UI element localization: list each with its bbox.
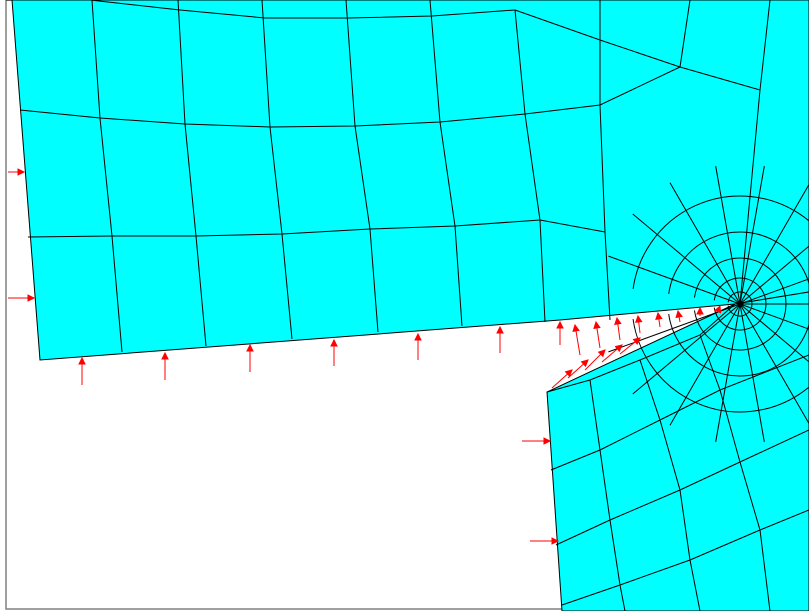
- load-arrow-icon: [601, 344, 623, 363]
- radial-mesh-around-crack-tip: [608, 166, 809, 442]
- load-arrow-icon: [714, 304, 722, 314]
- load-arrow-icon: [551, 369, 573, 389]
- load-arrow-icon: [8, 294, 36, 302]
- load-arrow-icon: [675, 309, 683, 323]
- load-arrow-icon: [556, 320, 564, 345]
- load-arrow-icon: [593, 320, 601, 349]
- crack-tip-node-icon: [737, 301, 743, 307]
- radial-spoke: [632, 213, 741, 305]
- radial-spoke: [669, 182, 741, 305]
- radial-spoke: [739, 183, 809, 305]
- lower-body-region: [546, 291, 809, 611]
- load-arrow-icon: [614, 316, 622, 341]
- radial-spoke: [739, 303, 765, 442]
- radial-spoke: [739, 245, 809, 305]
- load-arrow-icon: [496, 325, 504, 353]
- load-arrow-icon: [414, 332, 422, 360]
- radial-spoke: [608, 255, 741, 305]
- radial-ring: [632, 195, 809, 413]
- radial-spoke: [715, 303, 741, 442]
- load-arrow-icon: [246, 343, 254, 372]
- radial-spoke: [669, 303, 741, 426]
- load-arrow-icon: [619, 337, 641, 355]
- lower-mesh-lines: [546, 303, 809, 611]
- load-arrow-icon: [567, 359, 589, 379]
- load-arrows: [8, 168, 722, 545]
- radial-spoke: [739, 278, 809, 305]
- load-arrow-icon: [330, 338, 338, 366]
- load-arrow-icon: [8, 168, 26, 176]
- load-arrow-icon: [572, 323, 581, 356]
- load-arrow-icon: [522, 437, 552, 445]
- radial-spoke: [739, 303, 809, 363]
- load-arrow-icon: [78, 356, 86, 385]
- load-arrow-icon: [696, 306, 704, 316]
- radial-ring: [668, 231, 809, 377]
- load-arrow-icon: [655, 311, 663, 328]
- radial-spoke: [739, 303, 809, 425]
- radial-spoke: [715, 166, 741, 305]
- upper-body-region: [6, 0, 809, 361]
- load-arrow-icon: [530, 537, 560, 545]
- load-arrow-icon: [584, 349, 606, 371]
- structured-mesh-lines: [19, 0, 771, 353]
- radial-spoke: [632, 303, 741, 395]
- load-arrow-icon: [634, 314, 643, 334]
- radial-spoke: [739, 166, 765, 305]
- radial-spoke: [739, 303, 809, 330]
- load-arrow-icon: [161, 351, 169, 380]
